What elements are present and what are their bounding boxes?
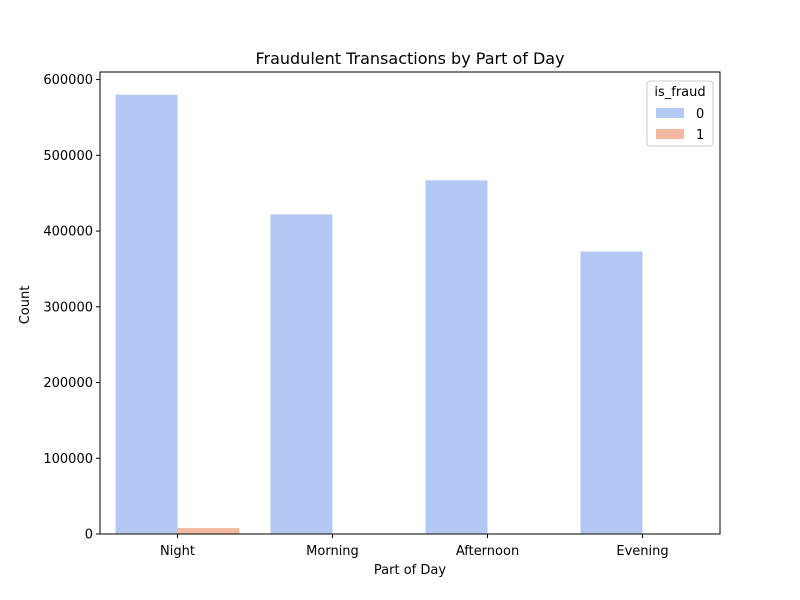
bar-series-0-morning xyxy=(270,214,333,534)
y-tick-label: 400000 xyxy=(43,225,93,240)
bars-layer xyxy=(115,94,705,535)
bar-series-0-evening xyxy=(580,251,643,535)
y-tick-label: 600000 xyxy=(43,73,93,88)
legend-title: is_fraud xyxy=(654,85,705,100)
legend-swatch-1 xyxy=(656,129,684,139)
y-tick-label: 100000 xyxy=(43,452,93,467)
legend-swatch-0 xyxy=(656,108,684,118)
legend-label-1: 1 xyxy=(696,128,704,143)
legend: is_fraud 0 1 xyxy=(646,80,714,147)
axes-layer: 0 100000 200000 300000 400000 500000 600000 Nig… xyxy=(43,71,721,559)
plot-frame xyxy=(99,71,721,535)
x-tick-label-morning: Morning xyxy=(306,544,359,559)
y-tick-label: 500000 xyxy=(43,149,93,164)
y-tick-label: 0 xyxy=(85,528,93,543)
bar-series-1-night xyxy=(177,528,240,534)
bar-series-0-night xyxy=(115,94,178,534)
bar-series-0-afternoon xyxy=(425,180,488,534)
chart-title: Fraudulent Transactions by Part of Day xyxy=(255,49,564,68)
x-axis-label: Part of Day xyxy=(374,563,446,578)
y-tick-label: 300000 xyxy=(43,300,93,315)
y-tick-label: 200000 xyxy=(43,376,93,391)
x-tick-label-evening: Evening xyxy=(616,544,668,559)
x-tick-label-afternoon: Afternoon xyxy=(456,544,519,559)
y-axis-label: Count xyxy=(18,286,33,325)
x-tick-label-night: Night xyxy=(160,544,195,559)
legend-label-0: 0 xyxy=(696,107,704,122)
